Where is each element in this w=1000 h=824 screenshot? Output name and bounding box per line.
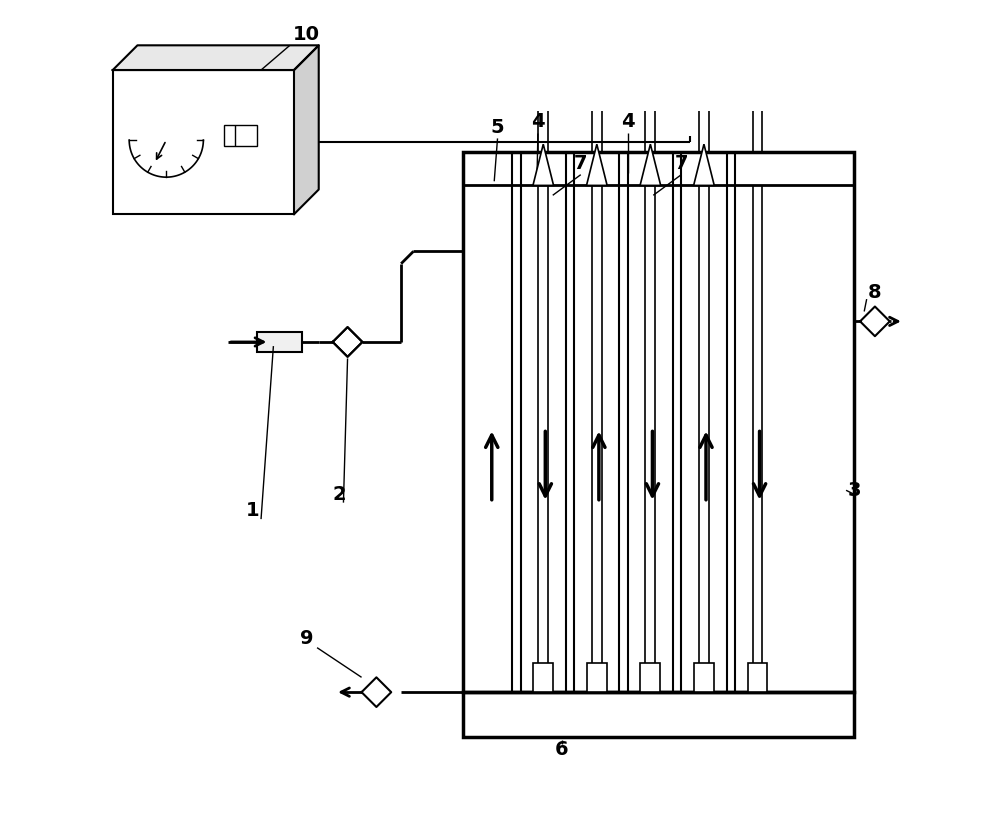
Text: 7: 7 [675,153,688,173]
Bar [533,663,553,692]
Polygon shape [587,144,607,185]
Text: 7: 7 [574,153,588,173]
Bar [463,692,854,737]
Bar [463,152,854,692]
Text: 2: 2 [333,485,346,504]
Text: 6: 6 [555,740,569,760]
Bar [640,663,660,692]
Text: 9: 9 [300,629,313,648]
Text: 4: 4 [531,112,545,132]
Bar [224,125,257,146]
Polygon shape [294,45,319,214]
Text: 10: 10 [293,25,320,44]
Bar [113,70,294,214]
Polygon shape [694,144,714,185]
Bar [587,663,607,692]
Polygon shape [860,307,890,336]
Polygon shape [640,144,661,185]
Polygon shape [362,677,391,707]
Text: 3: 3 [848,480,861,500]
Bar [748,663,767,692]
Text: 1: 1 [246,501,260,521]
Bar [694,663,714,692]
Polygon shape [333,327,362,357]
Text: 5: 5 [491,118,504,138]
Text: 4: 4 [621,112,635,132]
Polygon shape [533,144,554,185]
Bar [257,332,302,352]
Text: 8: 8 [868,283,882,302]
Polygon shape [113,45,319,70]
